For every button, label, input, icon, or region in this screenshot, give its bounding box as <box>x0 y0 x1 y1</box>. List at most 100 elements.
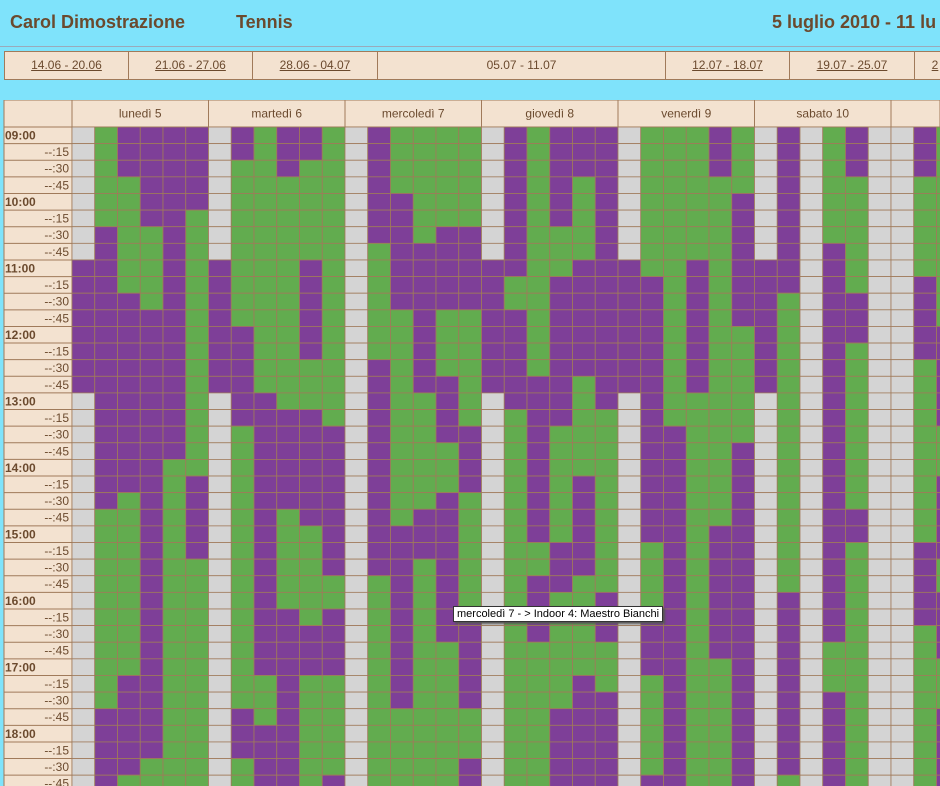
cell <box>549 641 573 660</box>
cell <box>117 708 141 726</box>
cell <box>594 359 619 377</box>
cell <box>94 392 118 410</box>
cell <box>549 724 573 743</box>
cell <box>208 475 232 494</box>
cell <box>481 159 505 178</box>
cell <box>822 475 846 494</box>
cell <box>822 326 846 344</box>
cell <box>253 591 278 610</box>
cell <box>299 724 323 743</box>
cell <box>253 159 278 178</box>
cell <box>162 758 187 776</box>
cell <box>367 342 391 361</box>
cell <box>139 375 164 394</box>
cell <box>299 774 323 786</box>
cell <box>594 226 619 244</box>
day-label: venerdì 9 <box>661 107 711 121</box>
cell <box>253 525 278 543</box>
cell <box>708 758 733 776</box>
cell <box>731 409 755 427</box>
cell <box>776 458 801 477</box>
cell <box>526 193 551 211</box>
cell <box>185 326 209 344</box>
cell <box>117 226 141 244</box>
cell <box>321 608 346 627</box>
cell <box>208 458 232 477</box>
week-link[interactable]: 19.07 - 25.07 <box>790 52 915 79</box>
week-link[interactable]: 2 <box>915 52 940 79</box>
cell <box>435 542 460 560</box>
cell <box>162 675 187 693</box>
cell <box>549 375 573 394</box>
cell <box>367 226 391 244</box>
cell <box>754 309 778 327</box>
cell <box>549 409 573 427</box>
cell <box>390 741 414 759</box>
cell <box>936 392 940 410</box>
cell <box>390 558 414 577</box>
cell <box>71 276 96 294</box>
cell <box>412 159 437 178</box>
cell <box>367 309 391 327</box>
week-link[interactable]: 28.06 - 04.07 <box>253 52 378 79</box>
cell <box>503 625 528 643</box>
day-label: giovedì 8 <box>525 107 574 121</box>
cell <box>663 774 687 786</box>
header-bar: Carol Dimostrazione Tennis 5 luglio 2010… <box>0 0 940 47</box>
cell <box>185 591 209 610</box>
cell <box>481 392 505 410</box>
cell <box>71 242 96 261</box>
cell <box>412 525 437 543</box>
cell <box>549 625 573 643</box>
cell <box>299 708 323 726</box>
cell <box>162 558 187 577</box>
cell <box>230 193 255 211</box>
cell <box>867 209 892 228</box>
cell <box>299 209 323 228</box>
cell <box>913 425 937 444</box>
cell <box>299 758 323 776</box>
cell <box>685 276 710 294</box>
cell <box>162 608 187 627</box>
cell <box>867 658 892 676</box>
cell <box>71 392 96 410</box>
cell <box>617 575 642 593</box>
cell <box>594 409 619 427</box>
cell <box>845 159 869 178</box>
cell <box>185 425 209 444</box>
cell <box>640 492 664 510</box>
cell <box>776 758 801 776</box>
cell <box>253 259 278 277</box>
week-link[interactable]: 21.06 - 27.06 <box>129 52 253 79</box>
cell <box>390 641 414 660</box>
cell <box>799 741 824 759</box>
cell <box>913 442 937 460</box>
cell <box>685 226 710 244</box>
cell <box>208 675 232 693</box>
cell <box>890 226 915 244</box>
cell <box>867 309 892 327</box>
cell <box>367 691 391 710</box>
cell <box>139 774 164 786</box>
cell <box>162 226 187 244</box>
cell <box>230 758 255 776</box>
cell <box>549 126 573 145</box>
cell <box>71 342 96 361</box>
cell <box>890 442 915 460</box>
week-link[interactable]: 14.06 - 20.06 <box>5 52 129 79</box>
week-link[interactable]: 12.07 - 18.07 <box>666 52 790 79</box>
cell <box>663 143 687 161</box>
cell <box>731 591 755 610</box>
cell <box>822 143 846 161</box>
cell <box>230 774 255 786</box>
cell <box>503 193 528 211</box>
cell <box>139 143 164 161</box>
cell <box>230 276 255 294</box>
cell <box>640 193 664 211</box>
cell <box>139 242 164 261</box>
cell <box>253 575 278 593</box>
cell <box>367 193 391 211</box>
cell <box>276 575 300 593</box>
cell <box>481 276 505 294</box>
cell <box>458 342 482 361</box>
